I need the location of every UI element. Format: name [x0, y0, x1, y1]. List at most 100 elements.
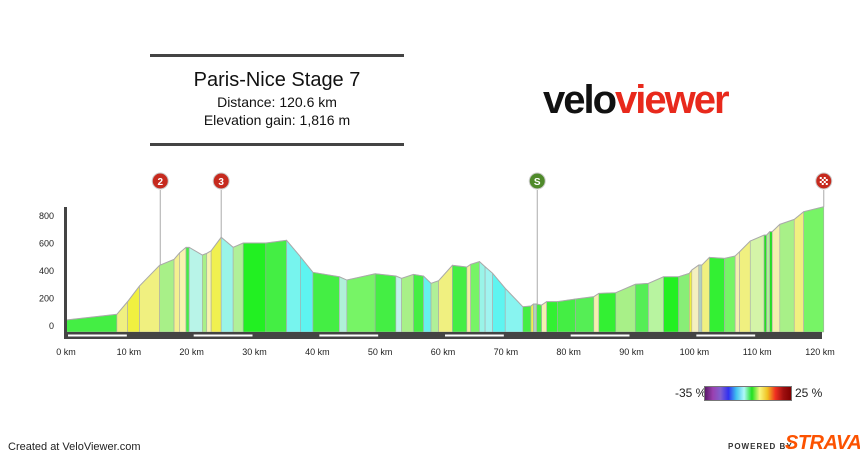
climb-marker-icon: [212, 172, 230, 190]
checkered-flag-icon: [821, 179, 824, 181]
checkered-flag-icon: [823, 177, 826, 179]
title-box: Paris-Nice Stage 7 Distance: 120.6 km El…: [150, 54, 404, 146]
x-axis-dash: [570, 334, 630, 337]
x-tick-label: 100 km: [680, 347, 710, 357]
x-tick-label: 50 km: [368, 347, 393, 357]
x-tick-label: 80 km: [556, 347, 581, 357]
profile-segment: [470, 261, 480, 333]
profile-segment: [779, 218, 795, 333]
marker-label: S: [534, 177, 541, 188]
profile-segment: [210, 236, 222, 333]
profile-segment: [593, 292, 600, 333]
x-axis-dash: [319, 334, 379, 337]
x-tick-label: 30 km: [242, 347, 267, 357]
legend-max-label: 25 %: [795, 386, 823, 400]
x-tick-label: 0 km: [56, 347, 76, 357]
x-axis-dash: [696, 334, 756, 337]
x-axis-dash: [193, 334, 253, 337]
checkered-flag-icon: [825, 179, 828, 181]
profile-segment: [430, 280, 439, 333]
x-tick-label: 40 km: [305, 347, 330, 357]
legend-min-label: -35 %: [675, 386, 707, 400]
x-tick-label: 20 km: [179, 347, 204, 357]
profile-segment: [242, 242, 267, 333]
profile-segment: [401, 273, 414, 333]
powered-by-text: POWERED BY: [728, 442, 793, 451]
y-tick-label: 600: [39, 239, 54, 249]
profile-segment: [438, 264, 453, 333]
profile-segment: [536, 303, 542, 333]
profile-segment: [423, 275, 432, 333]
profile-segment: [185, 247, 190, 333]
profile-segment: [188, 246, 203, 333]
profile-segment: [598, 292, 617, 333]
profile-segment: [116, 300, 128, 333]
profile-segment: [346, 273, 376, 333]
profile-segments: [65, 206, 825, 333]
logo-part-viewer: viewer: [615, 78, 730, 122]
profile-segment: [793, 211, 804, 333]
axes: 0 200 400 600 800 0 km 10 km 20 km 30 km 40 km 50 …: [39, 207, 835, 357]
profile-segment: [300, 255, 314, 333]
profile-segment: [546, 301, 558, 333]
profile-segment: [466, 263, 471, 333]
profile-segment: [159, 258, 175, 333]
profile-segment: [265, 239, 287, 333]
route-markers: 2 3 S: [151, 172, 833, 305]
sprint-marker-icon: [528, 172, 546, 190]
x-tick-label: 10 km: [117, 347, 142, 357]
profile-segment: [701, 256, 710, 333]
profile-segment: [557, 298, 576, 333]
created-at-link[interactable]: Created at VeloViewer.com: [8, 441, 141, 453]
profile-segment: [530, 303, 534, 333]
profile-segment: [452, 264, 468, 333]
x-tick-label: 90 km: [619, 347, 644, 357]
gradient-legend-bar: [704, 386, 792, 401]
profile-segment: [395, 275, 402, 333]
profile-segment: [634, 283, 649, 333]
profile-segment: [709, 257, 725, 333]
checkered-flag-icon: [821, 183, 824, 185]
checkered-flag-icon: [823, 181, 826, 183]
profile-segment: [739, 240, 751, 333]
profile-segment: [698, 264, 703, 333]
profile-segment: [484, 266, 493, 333]
profile-segment: [749, 234, 765, 333]
checkered-flag-icon: [825, 183, 828, 185]
profile-segment: [766, 230, 771, 333]
profile-segment: [689, 269, 693, 333]
marker-label: 2: [157, 177, 163, 188]
profile-segment: [663, 276, 679, 333]
y-tick-label: 800: [39, 211, 54, 221]
profile-segment: [339, 276, 348, 333]
x-tick-label: 110 km: [743, 347, 772, 357]
marker-label: 3: [218, 177, 224, 188]
profile-segment: [374, 273, 397, 333]
x-axis-dash: [445, 334, 504, 337]
profile-segment: [771, 223, 781, 333]
elevation-gain-text: Elevation gain: 1,816 m: [203, 112, 351, 128]
profile-segment: [413, 274, 424, 333]
y-tick-label: 200: [39, 294, 54, 304]
profile-segment: [127, 285, 140, 333]
profile-segment: [504, 287, 524, 333]
profile-segment: [179, 246, 187, 333]
profile-segment: [763, 234, 767, 333]
profile-segment: [533, 303, 537, 333]
profile-segment: [803, 206, 825, 333]
x-axis-dash: [68, 334, 127, 337]
profile-segment: [769, 231, 773, 333]
profile-segment: [691, 264, 700, 333]
veloviewer-logo: veloviewer: [543, 78, 730, 123]
profile-segment: [541, 301, 547, 333]
profile-segment: [575, 296, 595, 333]
climb-marker-icon: [151, 172, 169, 190]
profile-segment: [522, 305, 532, 333]
strava-logo[interactable]: STRAVA: [785, 432, 860, 454]
y-tick-label: 0: [49, 321, 54, 331]
profile-segment: [202, 252, 208, 333]
profile-segment: [648, 276, 664, 333]
x-axis-bar: [64, 332, 822, 339]
profile-segment: [173, 251, 181, 333]
